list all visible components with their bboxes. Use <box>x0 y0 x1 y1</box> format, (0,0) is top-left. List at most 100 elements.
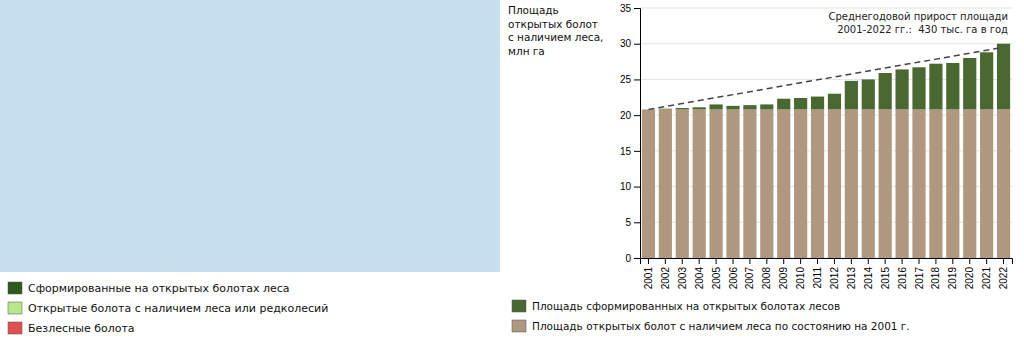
bar <box>929 109 942 258</box>
bar <box>811 109 824 258</box>
bar <box>794 98 807 109</box>
tick-label: 2004 <box>694 267 705 290</box>
tick-label: 20 <box>620 110 632 121</box>
bar <box>676 109 689 258</box>
tick-mark <box>634 79 640 80</box>
tick-label: 2014 <box>863 267 874 290</box>
tick-mark <box>665 258 666 264</box>
bar <box>777 99 790 110</box>
tick: 2001 <box>643 258 654 289</box>
tick-label: 2018 <box>930 267 941 290</box>
legend-label: Открытые болота с наличием леса или редк… <box>28 302 328 315</box>
bar <box>760 104 773 109</box>
tick-label: 2008 <box>761 267 772 290</box>
bar <box>693 109 706 258</box>
annotation: Среднегодовой прирост площади2001-2022 г… <box>828 11 1008 35</box>
tick-label: 30 <box>620 38 632 49</box>
tick: 2013 <box>846 258 857 289</box>
tick-mark <box>634 187 640 188</box>
bar <box>879 109 892 258</box>
tick-label: 2006 <box>728 267 739 290</box>
text-line: с наличием леса, <box>508 31 603 43</box>
legend-label: Сформированные на открытых болотах леса <box>28 282 290 295</box>
map-panel: Сформированные на открытых болотах леса О… <box>0 0 500 335</box>
bar <box>693 107 706 109</box>
legend-swatch <box>8 302 22 314</box>
tick-label: 35 <box>620 3 632 14</box>
bar <box>777 109 790 258</box>
tick: 25 <box>620 74 640 85</box>
bar <box>963 58 976 109</box>
tick-mark <box>851 258 852 264</box>
bar <box>895 109 908 258</box>
tick-mark <box>902 258 903 264</box>
tick: 2005 <box>711 258 722 289</box>
tick-mark <box>1003 258 1004 264</box>
tick-label: 2019 <box>947 267 958 290</box>
chart-root: Сформированные на открытых болотах леса О… <box>0 0 1024 340</box>
bar <box>862 109 875 258</box>
tick-label: 10 <box>620 181 632 192</box>
bar <box>760 109 773 258</box>
tick: 2009 <box>778 258 789 289</box>
bar <box>895 69 908 109</box>
tick-mark <box>682 258 683 264</box>
tick-mark <box>919 258 920 264</box>
bar <box>980 109 993 258</box>
plot-area <box>642 44 1010 258</box>
tick-label: 25 <box>620 74 632 85</box>
tick-mark <box>800 258 801 264</box>
text-line: млн га <box>508 45 545 57</box>
tick-label: 2003 <box>677 267 688 290</box>
tick-mark <box>986 258 987 264</box>
bar <box>912 67 925 109</box>
bar-series <box>642 109 1010 258</box>
bar <box>811 97 824 110</box>
tick-label: 2017 <box>914 267 925 290</box>
bar-series <box>659 44 1010 110</box>
tick: 2007 <box>744 258 755 289</box>
tick-mark <box>634 258 640 259</box>
bar <box>828 109 841 258</box>
tick: 10 <box>620 181 640 192</box>
bar <box>845 81 858 110</box>
tick-mark <box>634 44 640 45</box>
map-area <box>0 0 500 272</box>
tick-label: 2007 <box>744 267 755 290</box>
tick: 2018 <box>930 258 941 289</box>
grid-line <box>640 43 1012 44</box>
legend-label: Площадь сформированных на открытых болот… <box>532 300 840 312</box>
bar <box>828 94 841 110</box>
bar <box>997 109 1010 258</box>
tick-mark <box>969 258 970 264</box>
bar <box>946 109 959 258</box>
tick: 2003 <box>677 258 688 289</box>
bar <box>659 109 672 258</box>
legend: Площадь сформированных на открытых болот… <box>512 300 910 332</box>
legend-item: Площадь открытых болот с наличием леса п… <box>512 320 910 332</box>
legend-item: Сформированные на открытых болотах леса <box>8 282 290 295</box>
tick-label: 15 <box>620 146 632 157</box>
legend-swatch <box>8 322 22 334</box>
tick: 30 <box>620 38 640 49</box>
text-line: Площадь <box>508 4 559 16</box>
grid <box>640 8 1012 258</box>
tick: 5 <box>625 217 640 228</box>
bar <box>912 109 925 258</box>
legend-swatch <box>8 282 22 294</box>
axis-line <box>641 259 1013 265</box>
bar <box>794 109 807 258</box>
tick-mark <box>885 258 886 264</box>
map-legend: Сформированные на открытых болотах леса О… <box>8 282 328 335</box>
tick: 2006 <box>728 258 739 289</box>
text-line: открытых болот <box>508 18 598 30</box>
tick: 2002 <box>660 258 671 289</box>
bar <box>642 109 655 258</box>
bar <box>743 105 756 109</box>
tick-label: 2009 <box>778 267 789 290</box>
tick-label: 2022 <box>998 267 1009 290</box>
tick-mark <box>868 258 869 264</box>
tick-label: 2001 <box>643 267 654 290</box>
bar <box>726 109 739 258</box>
tick-mark <box>749 258 750 264</box>
